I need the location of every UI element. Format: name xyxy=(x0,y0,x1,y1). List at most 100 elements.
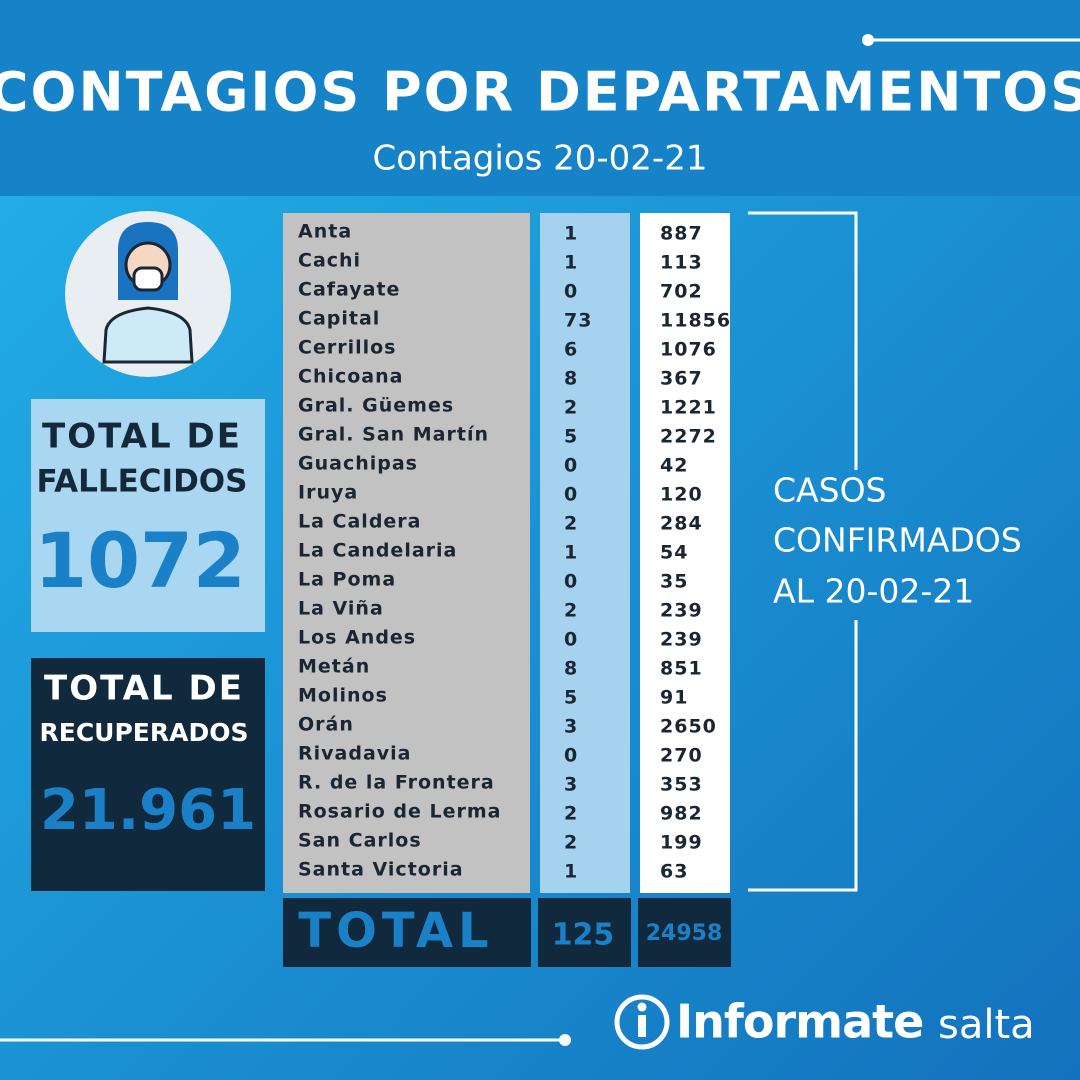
department-name: Cachi xyxy=(298,250,361,272)
department-name: Gral. San Martín xyxy=(298,424,489,446)
side-label: CASOS xyxy=(773,471,887,510)
total-cases: 851 xyxy=(660,658,703,680)
new-cases: 0 xyxy=(564,571,578,593)
department-name: Rivadavia xyxy=(298,743,412,765)
new-cases: 0 xyxy=(564,745,578,767)
total-cases: 2272 xyxy=(660,426,717,448)
department-name: Los Andes xyxy=(298,627,416,649)
department-name: Cerrillos xyxy=(298,337,396,359)
department-name: Gral. Güemes xyxy=(298,395,454,417)
logo-brand: Informate xyxy=(676,995,923,1049)
new-cases: 1 xyxy=(564,861,578,883)
new-cases: 2 xyxy=(564,513,578,535)
new-cases: 0 xyxy=(564,629,578,651)
new-cases: 0 xyxy=(564,484,578,506)
total-cases: 239 xyxy=(660,600,703,622)
department-name: Chicoana xyxy=(298,366,403,388)
subtitle: Contagios 20-02-21 xyxy=(373,139,708,179)
total-cases: 270 xyxy=(660,745,703,767)
new-cases: 5 xyxy=(564,426,578,448)
total-cell xyxy=(638,898,731,967)
new-cases: 8 xyxy=(564,368,578,390)
department-name: La Candelaria xyxy=(298,540,457,562)
total-cases: 11856 xyxy=(660,310,731,332)
logo: Informate salta xyxy=(614,994,1035,1050)
total-cell xyxy=(538,898,631,967)
total-cases: 35 xyxy=(660,571,688,593)
department-name: San Carlos xyxy=(298,830,422,852)
total-cases: 54 xyxy=(660,542,688,564)
department-name: Metán xyxy=(298,656,370,678)
logo-icon xyxy=(638,1015,646,1037)
total-cases: 887 xyxy=(660,223,703,245)
department-name: Guachipas xyxy=(298,453,418,475)
total-cases: 1221 xyxy=(660,397,717,419)
decor-dot xyxy=(862,34,874,46)
logo-icon xyxy=(614,994,670,1050)
total-cases: 367 xyxy=(660,368,703,390)
total-cases: 120 xyxy=(660,484,703,506)
fallecidos-value: 1072 xyxy=(34,516,246,605)
total-cases: 239 xyxy=(660,629,703,651)
total-cases: 1076 xyxy=(660,339,717,361)
new-cases: 1 xyxy=(564,223,578,245)
logo-icon xyxy=(637,1002,647,1012)
header-band xyxy=(0,0,1080,196)
new-cases: 0 xyxy=(564,455,578,477)
department-name: Cafayate xyxy=(298,279,400,301)
department-name: La Caldera xyxy=(298,511,422,533)
fallecidos-label: FALLECIDOS xyxy=(37,464,248,500)
total-cases: 2650 xyxy=(660,716,717,738)
total-cell xyxy=(283,898,531,967)
total-new: 125 xyxy=(552,918,615,953)
department-name: La Poma xyxy=(298,569,396,591)
avatar xyxy=(65,211,231,377)
fallecidos-label: TOTAL DE xyxy=(42,417,242,457)
department-name: Iruya xyxy=(298,482,358,504)
department-name: Capital xyxy=(298,308,380,330)
recuperados-value: 21.961 xyxy=(40,778,256,843)
name-column xyxy=(283,213,530,893)
department-name: La Viña xyxy=(298,598,384,620)
logo-region: salta xyxy=(938,1002,1035,1048)
new-cases: 73 xyxy=(564,310,592,332)
department-name: Orán xyxy=(298,714,354,736)
total-cases: 199 xyxy=(660,832,703,854)
mask xyxy=(132,266,164,292)
new-cases: 1 xyxy=(564,542,578,564)
total-cases: 284 xyxy=(660,513,703,535)
recuperados-label: RECUPERADOS xyxy=(40,718,249,747)
new-cases: 2 xyxy=(564,397,578,419)
title: CONTAGIOS POR DEPARTAMENTOS xyxy=(0,61,1080,124)
total-column xyxy=(640,213,730,893)
total-cases: 42 xyxy=(660,455,688,477)
new-cases: 6 xyxy=(564,339,578,361)
new-cases: 2 xyxy=(564,803,578,825)
new-cases: 8 xyxy=(564,658,578,680)
new-column xyxy=(540,213,630,893)
department-name: Santa Victoria xyxy=(298,859,464,881)
new-cases: 3 xyxy=(564,774,578,796)
department-name: Molinos xyxy=(298,685,388,707)
bracket xyxy=(748,211,858,892)
coat xyxy=(102,306,194,364)
side-label: CONFIRMADOS xyxy=(773,521,1022,560)
total-cases: 24958 xyxy=(646,921,723,946)
new-cases: 2 xyxy=(564,832,578,854)
department-name: Anta xyxy=(298,221,352,243)
total-label: TOTAL xyxy=(298,903,493,959)
decor-dot xyxy=(559,1034,571,1046)
total-cases: 982 xyxy=(660,803,703,825)
total-cases: 91 xyxy=(660,687,688,709)
new-cases: 2 xyxy=(564,600,578,622)
total-cases: 63 xyxy=(660,861,688,883)
recuperados-label: TOTAL DE xyxy=(44,669,244,709)
department-name: Rosario de Lerma xyxy=(298,801,501,823)
fallecidos-box xyxy=(31,399,265,632)
department-name: R. de la Frontera xyxy=(298,772,495,794)
new-cases: 3 xyxy=(564,716,578,738)
side-label: AL 20-02-21 xyxy=(773,572,974,611)
